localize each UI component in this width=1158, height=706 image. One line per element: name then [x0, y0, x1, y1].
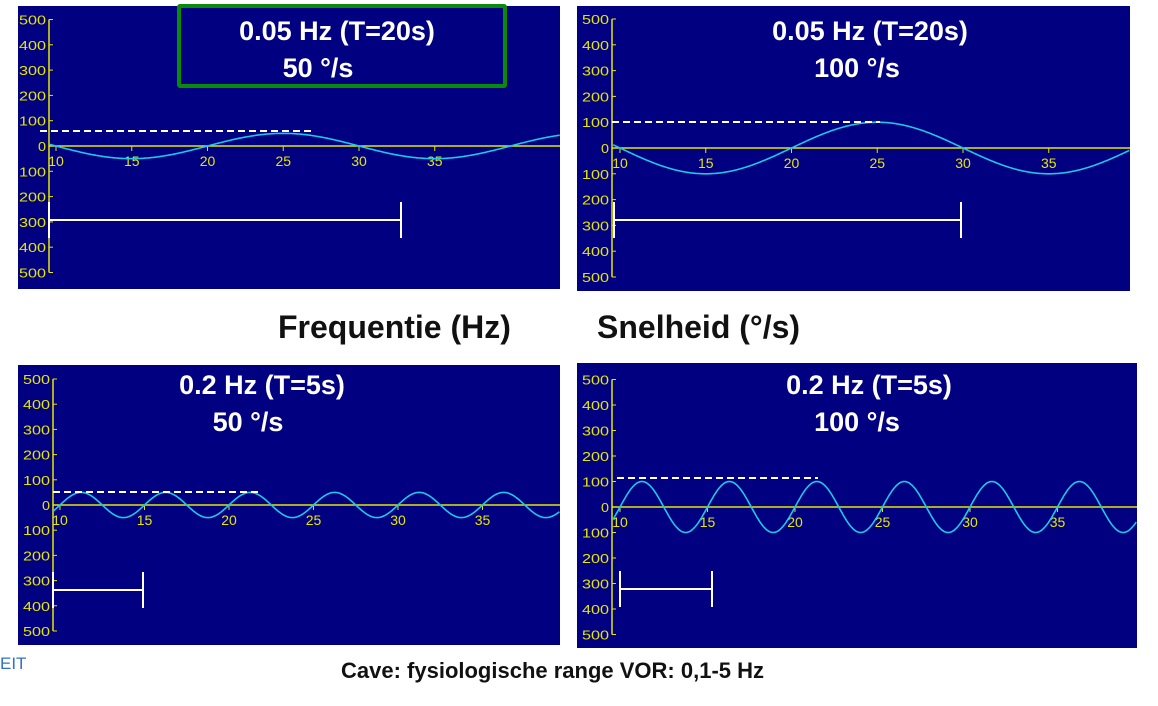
chart-title: 0.2 Hz (T=5s) [179, 370, 345, 400]
corner-text: EIT [0, 654, 27, 673]
y-tick-label: 300 [582, 64, 609, 79]
y-tick-label: 400 [582, 38, 609, 53]
x-tick-label: 20 [787, 514, 803, 530]
chart-title: 0.05 Hz (T=20s) [772, 16, 968, 46]
y-tick-label: 0 [38, 139, 46, 154]
y-tick-label: 200 [23, 448, 50, 463]
y-tick-label: 300 [582, 577, 609, 592]
y-tick-label: 200 [19, 190, 46, 205]
chart-subtitle: 50 °/s [212, 407, 284, 437]
y-tick-label: 400 [582, 244, 609, 259]
x-tick-label: 20 [200, 153, 216, 169]
y-tick-label: 400 [582, 602, 609, 617]
y-tick-label: 400 [19, 38, 46, 53]
x-tick-label: 15 [124, 153, 140, 169]
x-tick-label: 30 [351, 153, 367, 169]
x-tick-label: 15 [700, 514, 716, 530]
x-tick-label: 35 [1050, 514, 1066, 530]
x-tick-label: 10 [52, 512, 68, 528]
chart-panel-2: 500 400 300 200 100 0 100 200 300 400 500 10 15 20 25 3… [577, 6, 1130, 291]
x-tick-label: 30 [955, 155, 971, 171]
y-tick-label: 400 [23, 397, 50, 412]
y-tick-label: 300 [582, 218, 609, 233]
y-tick-label: 500 [19, 13, 46, 28]
chart-panel-3: 500 400 300 200 100 0 100 200 300 400 500 10 15 20 25 3… [18, 365, 560, 645]
y-tick-label: 500 [23, 624, 50, 639]
x-tick-label: 35 [427, 153, 443, 169]
chart-panel-4: 500 400 300 200 100 0 100 200 300 400 500 10 15 20 25 3… [577, 363, 1137, 648]
x-tick-label: 25 [275, 153, 291, 169]
chart-subtitle: 100 °/s [814, 407, 900, 437]
highlight-box [177, 4, 507, 88]
y-tick-label: 200 [19, 88, 46, 103]
y-tick-label: 0 [601, 141, 609, 156]
y-tick-label: 100 [582, 167, 609, 182]
x-tick-label: 30 [390, 512, 406, 528]
y-tick-label: 100 [582, 115, 609, 130]
x-tick-label: 20 [784, 155, 800, 171]
y-tick-label: 300 [582, 424, 609, 439]
y-tick-label: 0 [42, 498, 50, 513]
y-tick-label: 300 [19, 63, 46, 78]
chart-subtitle: 100 °/s [814, 53, 900, 83]
y-tick-label: 100 [582, 526, 609, 541]
y-tick-label: 400 [23, 599, 50, 614]
y-tick-label: 100 [19, 164, 46, 179]
y-tick-label: 500 [582, 373, 609, 388]
y-tick-label: 200 [582, 193, 609, 208]
signal-line [49, 132, 560, 160]
footer-note: Cave: fysiologische range VOR: 0,1-5 Hz [341, 658, 765, 683]
chart-title: 0.2 Hz (T=5s) [786, 370, 952, 400]
y-tick-label: 200 [23, 548, 50, 563]
signal-line [52, 491, 560, 519]
heading-velocity: Snelheid (°/s) [597, 309, 801, 345]
y-tick-label: 400 [19, 240, 46, 255]
y-tick-label: 500 [582, 628, 609, 643]
y-tick-label: 100 [23, 523, 50, 538]
heading-frequency: Frequentie (Hz) [278, 309, 511, 345]
x-tick-label: 25 [875, 514, 891, 530]
x-tick-label: 25 [306, 512, 322, 528]
y-tick-label: 200 [582, 551, 609, 566]
y-tick-label: 300 [19, 215, 46, 230]
chart-svg: 500 400 300 200 100 0 100 200 300 400 500 10 15 20 25 3… [582, 12, 1130, 285]
y-tick-label: 300 [23, 574, 50, 589]
x-tick-label: 30 [962, 514, 978, 530]
y-tick-label: 0 [601, 500, 609, 515]
y-tick-label: 100 [23, 473, 50, 488]
chart-svg: 500 400 300 200 100 0 100 200 300 400 500 10 15 20 25 3… [582, 373, 1137, 643]
x-tick-label: 35 [1041, 155, 1057, 171]
y-tick-label: 400 [582, 398, 609, 413]
chart-svg: 500 400 300 200 100 0 100 200 300 400 500 10 15 20 25 3… [19, 13, 560, 281]
signal-line [612, 480, 1137, 534]
x-tick-label: 20 [221, 512, 237, 528]
x-tick-label: 10 [612, 514, 628, 530]
y-tick-label: 500 [19, 266, 46, 281]
y-tick-label: 500 [582, 12, 609, 27]
y-tick-label: 100 [19, 114, 46, 129]
y-tick-label: 100 [582, 475, 609, 490]
x-tick-label: 25 [869, 155, 885, 171]
x-tick-label: 35 [475, 512, 491, 528]
y-tick-label: 500 [23, 372, 50, 387]
y-tick-label: 500 [582, 270, 609, 285]
x-tick-label: 15 [137, 512, 153, 528]
chart-panel-1: 500 400 300 200 100 0 100 200 300 400 500 10 15 20 25 3… [18, 6, 560, 289]
chart-subtitle: 50 °/s [282, 53, 354, 83]
y-tick-label: 200 [582, 449, 609, 464]
x-tick-label: 10 [48, 153, 64, 169]
x-tick-label: 15 [698, 155, 714, 171]
chart-title: 0.05 Hz (T=20s) [239, 16, 435, 46]
y-tick-label: 200 [582, 89, 609, 104]
x-tick-label: 10 [612, 155, 628, 171]
y-tick-label: 300 [23, 422, 50, 437]
chart-svg: 500 400 300 200 100 0 100 200 300 400 500 10 15 20 25 3… [23, 372, 560, 639]
